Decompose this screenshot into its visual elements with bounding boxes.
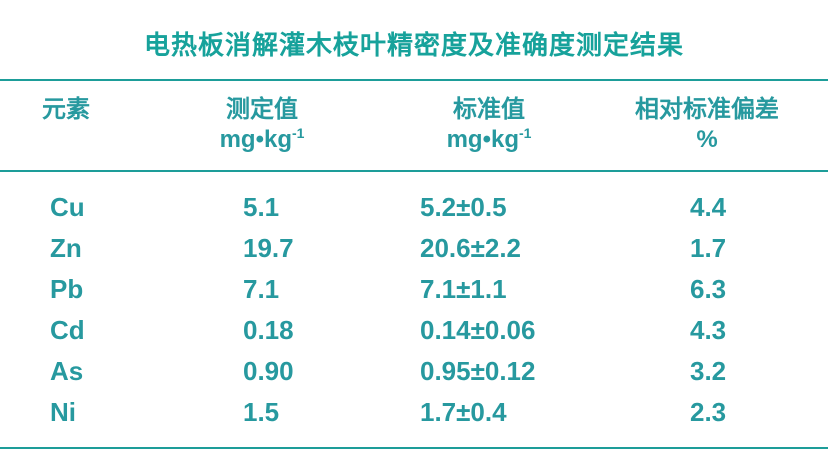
unit-base: mg•kg [219,126,292,153]
table-header-row: 元素 测定值 mg•kg-1 标准值 mg•kg-1 相对标准偏差 % [0,81,828,170]
standard-value-cell: 7.1±1.1 [420,274,507,304]
element-cell: Cu [50,192,85,222]
unit-base: mg•kg [446,126,519,153]
column-header-rsd: 相对标准偏差 % [586,95,828,170]
bottom-rule [0,447,828,449]
column-header-rsd-unit: % [696,126,718,153]
measured-value-cell: 19.7 [243,233,294,263]
rsd-cell: 2.3 [690,397,727,427]
top-rule [0,79,828,81]
element-cell: Zn [50,233,82,263]
element-cell: Pb [50,274,84,304]
column-header-standard: 标准值 mg•kg-1 [392,95,586,170]
standard-value-cell: 1.7±0.4 [420,397,507,427]
standard-value-cell: 0.95±0.12 [420,356,536,386]
unit-superscript: -1 [291,125,305,141]
column-header-measured: 测定值 mg•kg-1 [132,95,392,170]
rsd-cell: 4.3 [690,315,727,345]
column-header-rsd-label: 相对标准偏差 [635,96,779,123]
rsd-cell: 1.7 [690,233,727,263]
table-row: Cd 0.18 0.14±0.06 4.3 [0,310,828,351]
column-header-measured-label: 测定值 [226,96,298,123]
measured-value-cell: 1.5 [243,397,280,427]
element-cell: Ni [50,397,76,427]
table-row: As 0.90 0.95±0.12 3.2 [0,351,828,392]
standard-value-cell: 0.14±0.06 [420,315,536,345]
page-title: 电热板消解灌木枝叶精密度及准确度测定结果 [143,30,684,60]
header-rule [0,170,828,172]
rsd-cell: 4.4 [690,192,727,222]
element-cell: As [50,356,84,386]
unit-superscript: -1 [518,125,532,141]
standard-value-cell: 5.2±0.5 [420,192,507,222]
table-row: Ni 1.5 1.7±0.4 2.3 [0,392,828,433]
table-row: Cu 5.1 5.2±0.5 4.4 [0,187,828,228]
table-row: Zn 19.7 20.6±2.2 1.7 [0,228,828,269]
measured-value-cell: 0.18 [243,315,294,345]
rsd-cell: 3.2 [690,356,727,386]
measured-value-cell: 0.90 [243,356,294,386]
title-band: 电热板消解灌木枝叶精密度及准确度测定结果 [0,0,828,79]
column-header-element: 元素 [0,95,132,170]
column-header-measured-unit: mg•kg-1 [132,125,392,155]
column-header-standard-unit: mg•kg-1 [392,125,586,155]
column-header-element-label: 元素 [42,96,90,123]
measured-value-cell: 5.1 [243,192,280,222]
measured-value-cell: 7.1 [243,274,280,304]
rsd-cell: 6.3 [690,274,727,304]
standard-value-cell: 20.6±2.2 [420,233,522,263]
column-header-standard-label: 标准值 [453,96,525,123]
table-row: Pb 7.1 7.1±1.1 6.3 [0,269,828,310]
results-table-body: Cu 5.1 5.2±0.5 4.4 Zn 19.7 20.6±2.2 1.7 … [0,172,828,447]
element-cell: Cd [50,315,85,345]
